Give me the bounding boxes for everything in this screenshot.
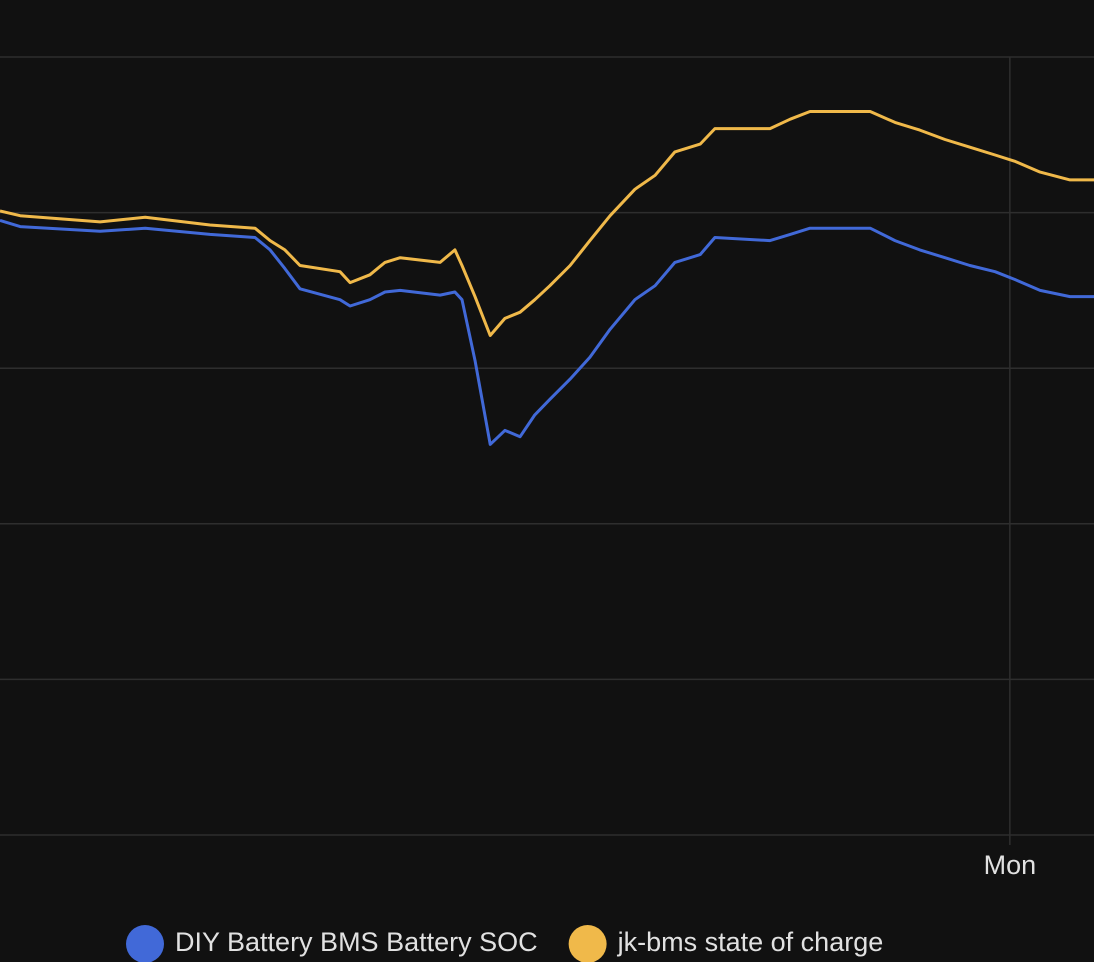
legend-swatch <box>126 925 164 962</box>
legend-swatch <box>568 925 607 962</box>
series-line <box>0 110 1094 337</box>
legend-label: jk-bms state of charge <box>617 927 884 957</box>
legend-label: DIY Battery BMS Battery SOC <box>175 927 538 957</box>
series-line <box>0 218 1094 446</box>
x-tick-label: Mon <box>984 850 1037 880</box>
